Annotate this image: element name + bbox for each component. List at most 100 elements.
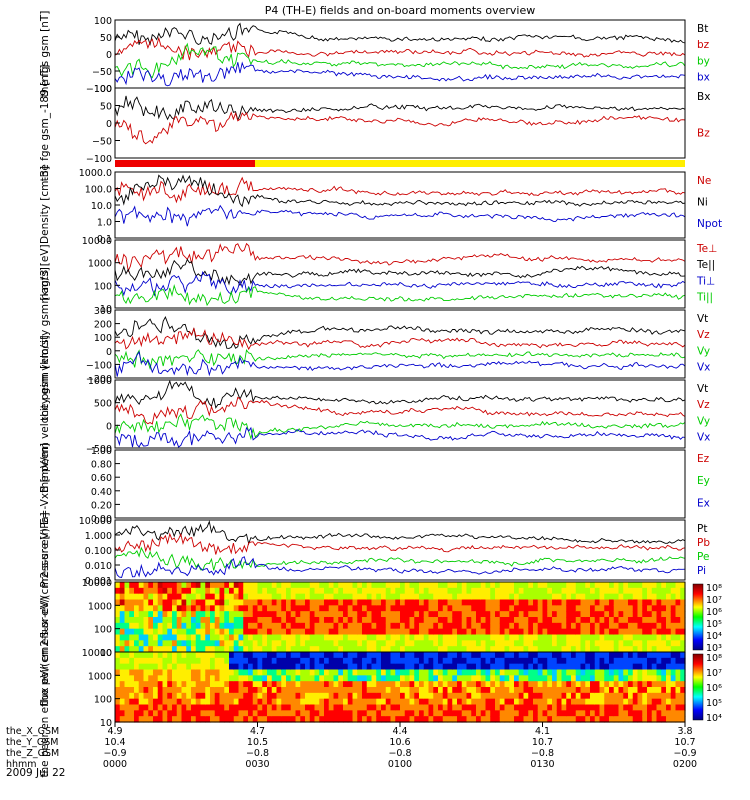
spectrogram-cell bbox=[613, 716, 620, 723]
spectrogram-cell bbox=[309, 582, 316, 589]
spectrogram-cell bbox=[632, 669, 639, 676]
spectrogram-cell bbox=[243, 587, 249, 595]
spectrogram-cell bbox=[271, 646, 278, 653]
spectrogram-cell bbox=[666, 663, 672, 671]
spectrogram-cell bbox=[352, 582, 358, 589]
spectrogram-cell bbox=[528, 628, 534, 636]
spectrogram-cell bbox=[343, 582, 349, 589]
spectrogram-cell bbox=[428, 657, 434, 665]
spectrogram-cell bbox=[647, 605, 653, 612]
spectrogram-cell bbox=[252, 652, 259, 659]
spectrogram-cell bbox=[419, 582, 425, 589]
spectrogram-cell bbox=[604, 611, 610, 618]
spectrogram-cell bbox=[428, 611, 434, 618]
y-tick-label: −500 bbox=[86, 444, 112, 455]
spectrogram-cell bbox=[457, 716, 463, 723]
spectrogram-cell bbox=[115, 640, 121, 647]
spectrogram-cell bbox=[499, 675, 506, 682]
spectrogram-cell bbox=[509, 652, 515, 659]
spectrogram-cell bbox=[523, 675, 529, 682]
spectrogram-cell bbox=[575, 687, 582, 694]
spectrogram-cell bbox=[257, 663, 263, 671]
spectrogram-cell bbox=[300, 582, 306, 589]
spectrogram-cell bbox=[561, 675, 567, 682]
spectrogram-cell bbox=[518, 692, 525, 700]
spectrogram-cell bbox=[347, 669, 354, 676]
spectrogram-cell bbox=[471, 611, 477, 618]
spectrogram-cell bbox=[537, 593, 544, 601]
spectrogram-cell bbox=[656, 669, 662, 676]
spectrogram-cell bbox=[556, 634, 563, 641]
spectrogram-cell bbox=[376, 675, 382, 682]
spectrogram-cell bbox=[195, 687, 202, 694]
spectrogram-cell bbox=[176, 628, 183, 636]
spectrogram-cell bbox=[485, 652, 491, 659]
spectrogram-cell bbox=[476, 593, 482, 601]
spectrogram-cell bbox=[499, 634, 506, 641]
spectrogram-cell bbox=[138, 587, 145, 595]
spectrogram-cell bbox=[129, 692, 135, 700]
spectrogram-cell bbox=[214, 634, 221, 641]
spectrogram-cell bbox=[229, 675, 235, 682]
spectrogram-cell bbox=[157, 663, 164, 671]
spectrogram-cell bbox=[442, 681, 449, 688]
spectrogram-cell bbox=[580, 657, 586, 665]
spectrogram-cell bbox=[632, 617, 639, 624]
spectrogram-cell bbox=[362, 657, 368, 665]
spectrogram-cell bbox=[347, 716, 354, 723]
spectrogram-cell bbox=[148, 710, 154, 717]
spectrogram-cell bbox=[680, 698, 686, 706]
spectrogram-cell bbox=[457, 687, 463, 694]
spectrogram-cell bbox=[452, 611, 458, 618]
spectrogram-cell bbox=[271, 628, 278, 636]
spectrogram-cell bbox=[186, 669, 192, 676]
spectrogram-cell bbox=[271, 622, 278, 630]
spectrogram-cell bbox=[504, 640, 510, 647]
spectrogram-cell bbox=[276, 663, 282, 671]
spectrogram-cell bbox=[167, 587, 173, 595]
spectrogram-cell bbox=[229, 687, 235, 694]
spectrogram-cell bbox=[119, 716, 126, 723]
spectrogram-cell bbox=[442, 675, 449, 682]
spectrogram-cell bbox=[271, 675, 278, 682]
spectrogram-cell bbox=[314, 657, 320, 665]
spectrogram-cell bbox=[119, 698, 126, 706]
spectrogram-cell bbox=[514, 669, 520, 676]
spectrogram-cell bbox=[471, 582, 477, 589]
spectrogram-cell bbox=[186, 698, 192, 706]
spectrogram-cell bbox=[423, 599, 430, 606]
spectrogram-cell bbox=[276, 617, 282, 624]
spectrogram-cell bbox=[623, 704, 629, 711]
spectrogram-cell bbox=[347, 675, 354, 682]
spectrogram-cell bbox=[328, 675, 335, 682]
spectrogram-cell bbox=[428, 582, 434, 589]
spectrogram-cell bbox=[157, 704, 164, 711]
spectrogram-cell bbox=[186, 605, 192, 612]
spectrogram-cell bbox=[309, 611, 316, 618]
spectrogram-cell bbox=[233, 692, 240, 700]
spectrogram-cell bbox=[556, 640, 563, 647]
spectrogram-cell bbox=[271, 605, 278, 612]
spectrogram-cell bbox=[528, 605, 534, 612]
series-line-Vt bbox=[114, 379, 686, 409]
spectrogram-cell bbox=[618, 710, 624, 717]
spectrogram-cell bbox=[637, 628, 643, 636]
spectrogram-cell bbox=[623, 599, 629, 606]
spectrogram-cell bbox=[252, 622, 259, 630]
spectrogram-cell bbox=[176, 657, 183, 665]
spectrogram-cell bbox=[115, 663, 121, 671]
spectrogram-cell bbox=[571, 687, 577, 694]
spectrogram-cell bbox=[561, 634, 567, 641]
spectrogram-cell bbox=[347, 646, 354, 653]
spectrogram-cell bbox=[376, 663, 382, 671]
spectrogram-cell bbox=[637, 622, 643, 630]
spectrogram-cell bbox=[423, 675, 430, 682]
spectrogram-cell bbox=[585, 634, 591, 641]
spectrogram-cell bbox=[499, 640, 506, 647]
spectrogram-cell bbox=[333, 687, 339, 694]
series-line-Bx bbox=[114, 95, 686, 122]
spectrogram-cell bbox=[224, 593, 230, 601]
spectrogram-cell bbox=[490, 716, 496, 723]
spectrogram-cell bbox=[457, 622, 463, 630]
series-line-Ni bbox=[114, 174, 686, 208]
